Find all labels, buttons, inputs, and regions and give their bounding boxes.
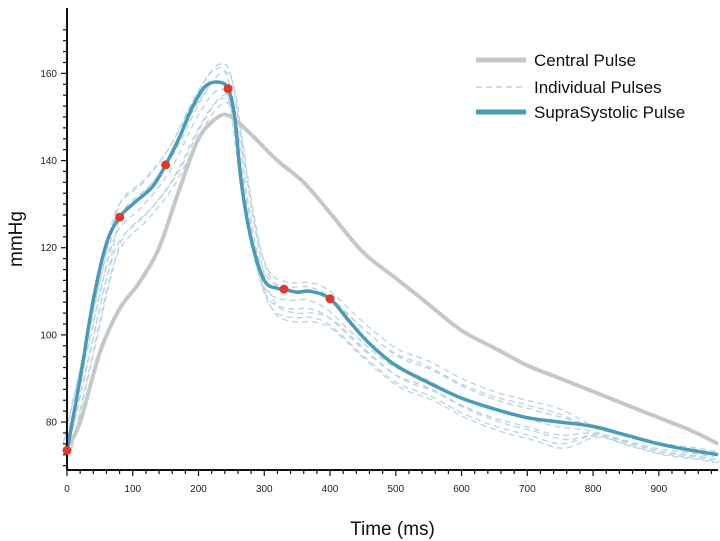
x-axis-title: Time (ms) — [350, 519, 435, 540]
x-tick-label: 700 — [519, 484, 536, 495]
feature-point-marker — [279, 284, 289, 294]
ticks: 0 100 200 300 400 500 600 700 800 900 80 100 120 140 1… — [40, 29, 713, 495]
feature-point-marker — [115, 212, 125, 222]
x-tick-label: 900 — [650, 484, 667, 495]
series-line-suprasystolic-pulse — [65, 80, 719, 457]
y-tick-label: 120 — [40, 243, 57, 254]
legend-label-central-pulse: Central Pulse — [534, 51, 636, 70]
series-line-individual-pulses — [71, 93, 720, 461]
x-tick-label: 500 — [387, 484, 404, 495]
legend-label-suprasystolic-pulse: SupraSystolic Pulse — [534, 103, 685, 122]
y-tick-label: 140 — [40, 156, 57, 167]
y-tick-label: 100 — [40, 330, 57, 341]
series-line-individual-pulses — [70, 101, 720, 464]
x-tick-label: 600 — [453, 484, 470, 495]
series-line-central-pulse — [65, 112, 719, 450]
series-line-individual-pulses — [63, 67, 716, 454]
series-line-individual-pulses — [66, 62, 719, 453]
x-tick-label: 100 — [124, 484, 141, 495]
feature-point-marker — [325, 294, 335, 304]
x-tick-label: 800 — [585, 484, 602, 495]
x-tick-label: 300 — [256, 484, 273, 495]
feature-point-marker — [161, 160, 171, 170]
y-axis-title: mmHg — [6, 211, 27, 267]
legend: Central Pulse Individual Pulses SupraSys… — [476, 51, 685, 122]
markers — [62, 84, 335, 455]
x-tick-label: 400 — [322, 484, 339, 495]
series-line-individual-pulses — [68, 71, 720, 455]
feature-point-marker — [223, 84, 233, 94]
series-line-individual-pulses — [65, 88, 717, 461]
x-tick-label: 0 — [64, 484, 70, 495]
legend-label-individual-pulses: Individual Pulses — [534, 78, 662, 97]
x-tick-label: 200 — [190, 484, 207, 495]
feature-point-marker — [62, 445, 72, 455]
y-tick-label: 160 — [40, 69, 57, 80]
y-tick-label: 80 — [46, 418, 58, 429]
plot-area — [62, 62, 720, 464]
axes — [66, 8, 718, 471]
